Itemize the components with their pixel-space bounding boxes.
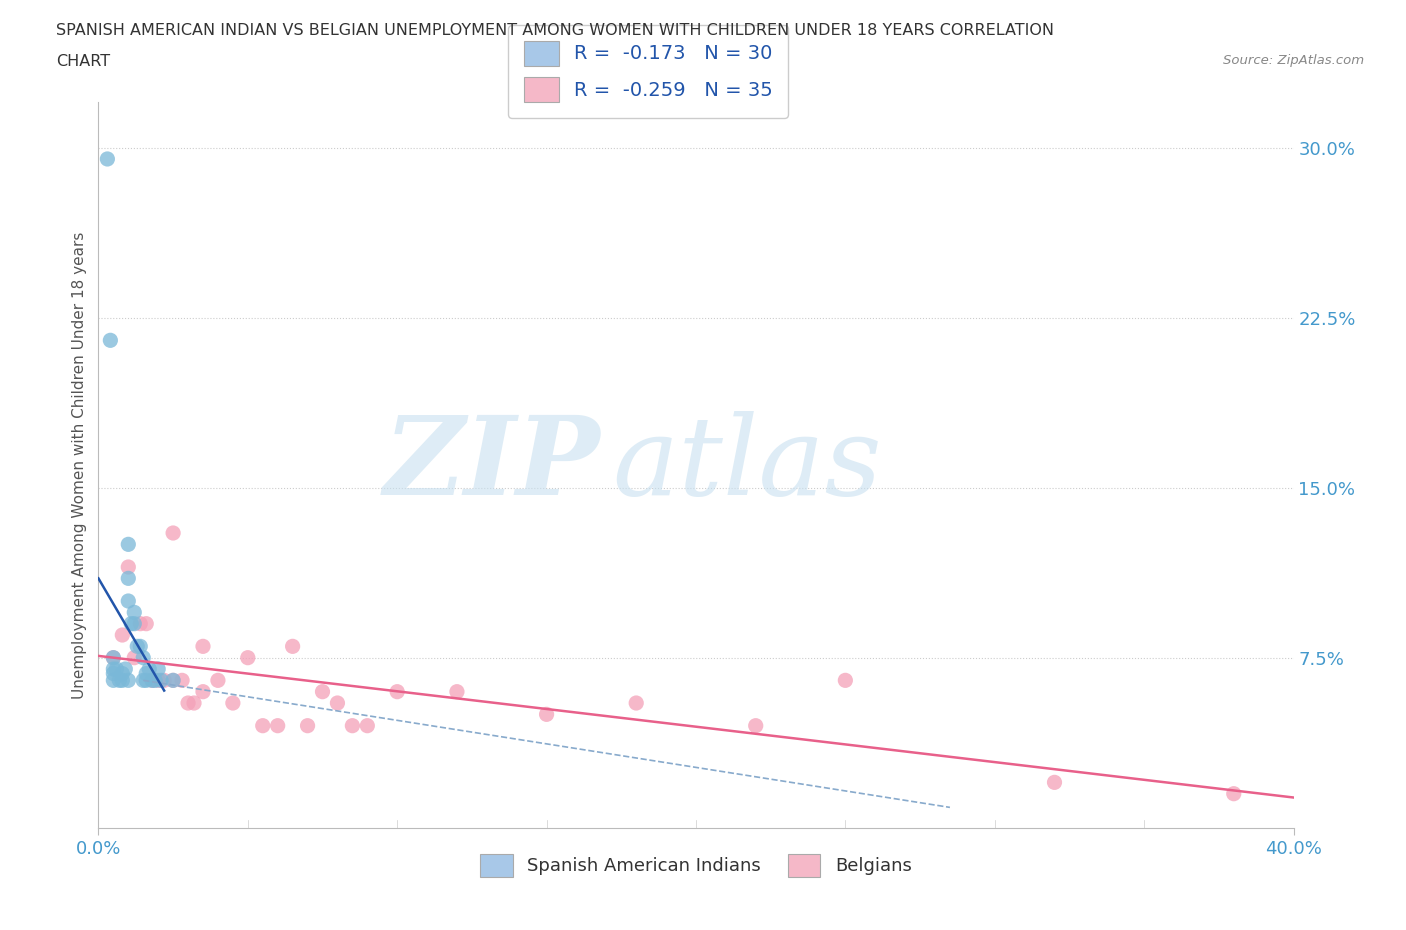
Point <box>135 673 157 688</box>
Point <box>117 571 139 586</box>
Point <box>148 661 170 676</box>
Point <box>385 684 409 699</box>
Point <box>108 673 131 688</box>
Point <box>267 718 290 733</box>
Point <box>183 696 205 711</box>
Point <box>222 696 245 711</box>
Point <box>626 696 648 711</box>
Point <box>103 661 125 676</box>
Point <box>162 525 184 540</box>
Point <box>98 333 122 348</box>
Point <box>138 661 160 676</box>
Point <box>252 718 274 733</box>
Point <box>141 673 163 688</box>
Point <box>207 673 229 688</box>
Point <box>132 650 155 665</box>
Point <box>103 650 125 665</box>
Point <box>124 650 146 665</box>
Point <box>1043 775 1066 790</box>
Point <box>129 617 152 631</box>
Point <box>105 661 128 676</box>
Point <box>834 673 856 688</box>
Point <box>117 537 139 551</box>
Point <box>297 718 319 733</box>
Text: atlas: atlas <box>613 411 882 519</box>
Text: SPANISH AMERICAN INDIAN VS BELGIAN UNEMPLOYMENT AMONG WOMEN WITH CHILDREN UNDER : SPANISH AMERICAN INDIAN VS BELGIAN UNEMP… <box>56 23 1054 38</box>
Point <box>150 673 173 688</box>
Point <box>129 639 152 654</box>
Point <box>111 673 134 688</box>
Point <box>536 707 558 722</box>
Point <box>153 673 176 688</box>
Point <box>120 617 142 631</box>
Point <box>281 639 304 654</box>
Point <box>117 593 139 608</box>
Legend: Spanish American Indians, Belgians: Spanish American Indians, Belgians <box>472 846 920 884</box>
Point <box>124 617 146 631</box>
Point <box>143 673 166 688</box>
Point <box>124 604 146 619</box>
Point <box>135 666 157 681</box>
Point <box>172 673 194 688</box>
Text: ZIP: ZIP <box>384 411 600 519</box>
Point <box>1223 786 1246 801</box>
Point <box>148 673 170 688</box>
Point <box>745 718 768 733</box>
Point <box>103 666 125 681</box>
Point <box>111 666 134 681</box>
Point <box>446 684 468 699</box>
Point <box>311 684 333 699</box>
Text: CHART: CHART <box>56 54 110 69</box>
Point <box>135 617 157 631</box>
Point <box>356 718 378 733</box>
Point <box>117 673 139 688</box>
Point <box>127 639 149 654</box>
Point <box>141 673 163 688</box>
Y-axis label: Unemployment Among Women with Children Under 18 years: Unemployment Among Women with Children U… <box>72 232 87 698</box>
Point <box>96 152 118 166</box>
Text: Source: ZipAtlas.com: Source: ZipAtlas.com <box>1223 54 1364 67</box>
Point <box>162 673 184 688</box>
Point <box>162 673 184 688</box>
Point <box>132 673 155 688</box>
Point <box>236 650 259 665</box>
Point <box>103 650 125 665</box>
Point <box>191 684 214 699</box>
Point <box>342 718 364 733</box>
Point <box>191 639 214 654</box>
Point <box>177 696 200 711</box>
Point <box>111 628 134 643</box>
Point <box>326 696 349 711</box>
Point <box>117 560 139 575</box>
Point <box>103 673 125 688</box>
Point <box>114 661 136 676</box>
